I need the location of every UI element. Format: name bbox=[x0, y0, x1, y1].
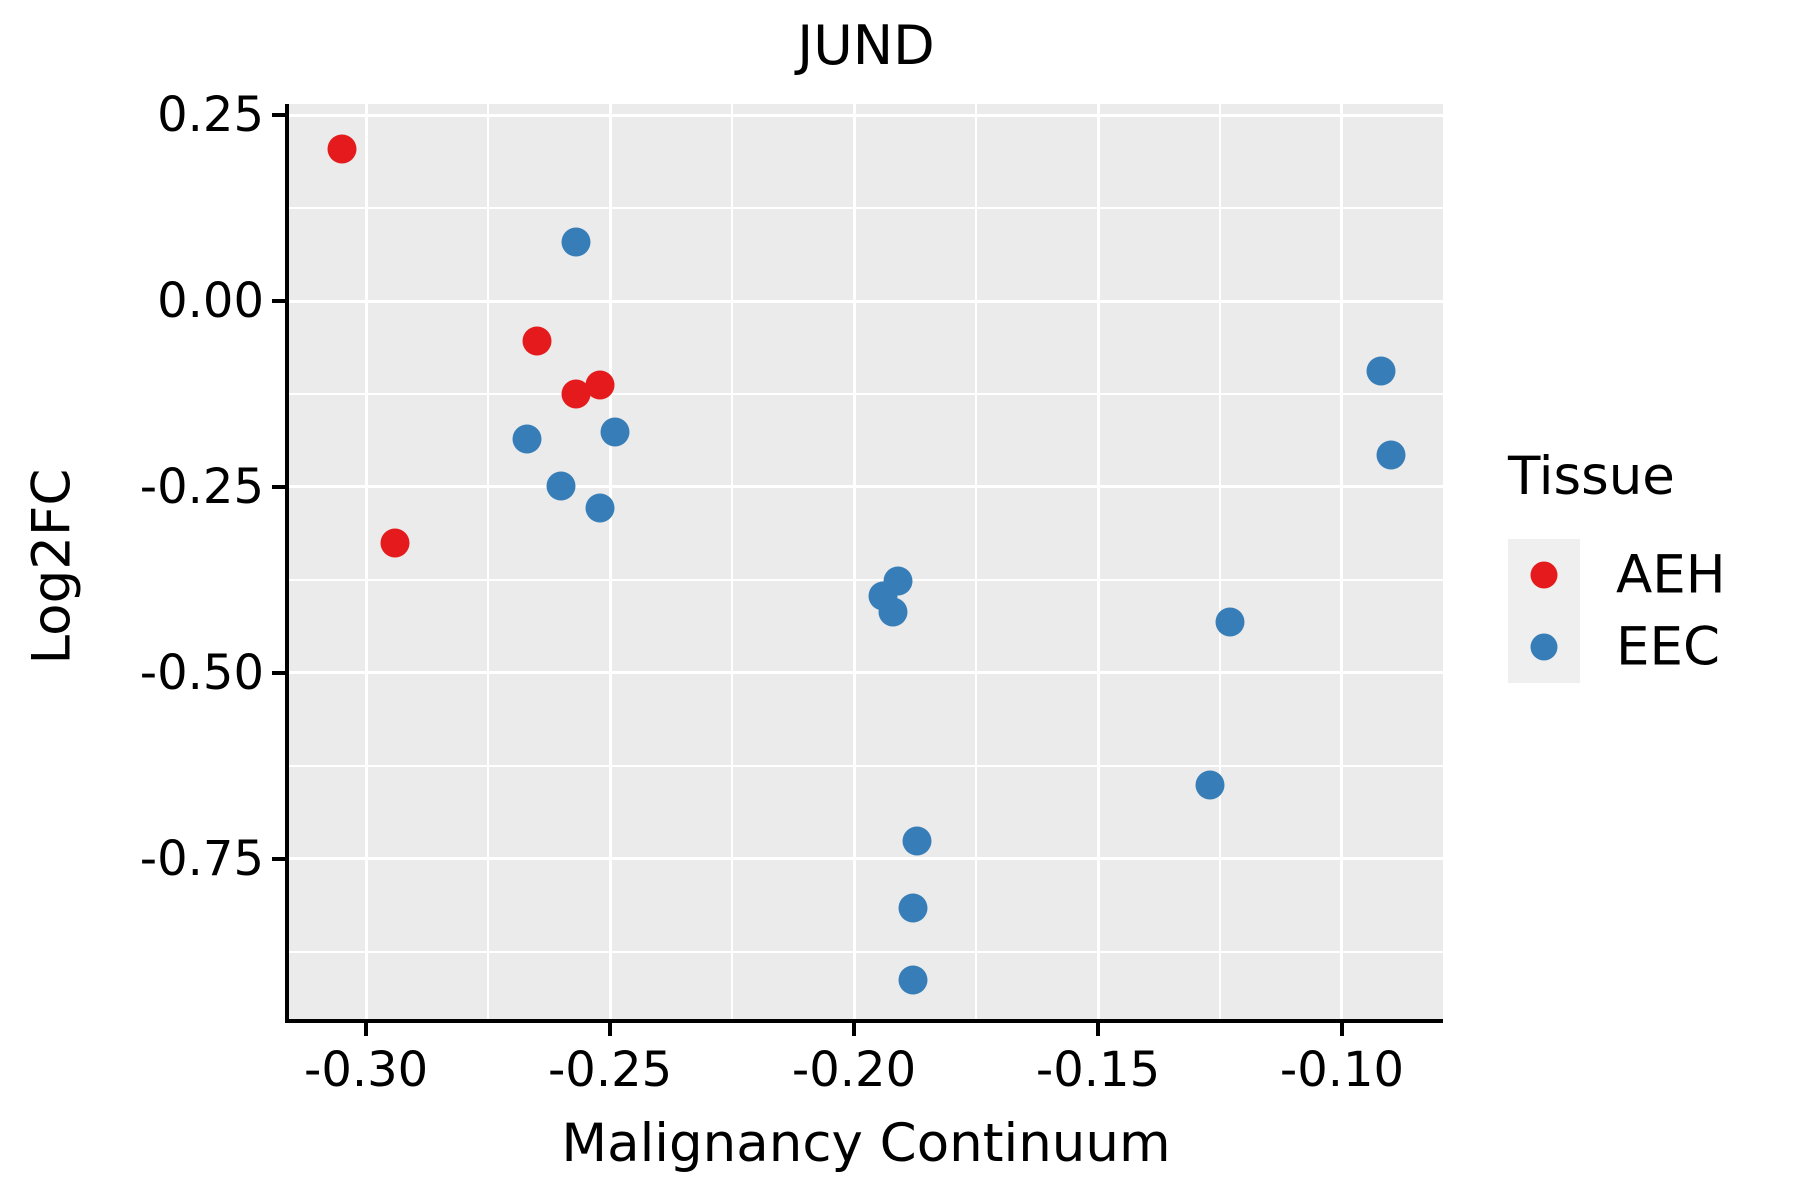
data-point-AEH bbox=[585, 370, 615, 400]
data-point-EEC bbox=[512, 424, 542, 454]
minor-gridline-y bbox=[289, 207, 1443, 209]
minor-gridline-y bbox=[289, 578, 1443, 581]
y-tick-mark bbox=[272, 484, 285, 489]
data-point-EEC bbox=[585, 493, 615, 523]
minor-gridline-y bbox=[289, 950, 1443, 953]
data-point-EEC bbox=[600, 417, 630, 447]
x-tick-mark bbox=[852, 1023, 857, 1036]
x-tick-label: -0.30 bbox=[303, 1042, 429, 1098]
minor-gridline-x bbox=[731, 104, 734, 1019]
major-gridline-x bbox=[364, 104, 368, 1019]
minor-gridline-x bbox=[1219, 104, 1221, 1019]
data-point-EEC bbox=[1195, 770, 1225, 800]
legend-title: Tissue bbox=[1508, 446, 1675, 507]
data-point-AEH bbox=[561, 379, 591, 409]
y-tick-label: -0.25 bbox=[139, 458, 264, 515]
data-point-EEC bbox=[1215, 607, 1245, 637]
legend-item-AEH: AEH bbox=[1508, 539, 1726, 611]
x-tick-label: -0.20 bbox=[791, 1042, 917, 1098]
legend-label-AEH: AEH bbox=[1616, 544, 1726, 606]
legend: Tissue AEH EEC bbox=[1508, 446, 1726, 683]
y-tick-label: 0.25 bbox=[157, 87, 264, 143]
y-tick-mark bbox=[272, 856, 285, 861]
y-tick-mark bbox=[272, 299, 285, 303]
major-gridline-x bbox=[1096, 104, 1100, 1019]
x-tick-label: -0.25 bbox=[547, 1042, 673, 1098]
x-tick-label: -0.15 bbox=[1035, 1042, 1161, 1098]
y-axis-label: Log2FC bbox=[21, 468, 83, 665]
major-gridline-y bbox=[289, 113, 1443, 117]
y-tick-label: -0.50 bbox=[139, 644, 264, 701]
x-tick-mark bbox=[364, 1023, 369, 1036]
major-gridline-y bbox=[289, 671, 1443, 675]
plot-panel bbox=[289, 104, 1443, 1019]
y-tick-mark bbox=[272, 113, 285, 117]
major-gridline-x bbox=[852, 104, 856, 1019]
x-tick-mark bbox=[608, 1023, 613, 1036]
major-gridline-y bbox=[289, 485, 1443, 489]
legend-swatch-AEH bbox=[1530, 561, 1558, 589]
data-point-EEC bbox=[898, 965, 928, 995]
y-tick-mark bbox=[272, 670, 285, 675]
data-point-AEH bbox=[327, 134, 357, 164]
data-point-EEC bbox=[561, 227, 591, 257]
plot-title: JUND bbox=[797, 14, 935, 77]
x-axis-label: Malignancy Continuum bbox=[561, 1113, 1171, 1174]
data-point-EEC bbox=[546, 471, 576, 501]
data-point-EEC bbox=[878, 597, 908, 627]
x-axis-line bbox=[285, 1019, 1443, 1023]
minor-gridline-y bbox=[289, 392, 1443, 395]
y-tick-label: -0.75 bbox=[139, 830, 264, 887]
minor-gridline-x bbox=[487, 104, 490, 1019]
y-tick-label: 0.00 bbox=[157, 273, 264, 329]
x-tick-mark bbox=[1339, 1023, 1344, 1036]
y-axis-line bbox=[285, 104, 289, 1023]
data-point-EEC bbox=[1376, 440, 1406, 470]
minor-gridline-y bbox=[289, 764, 1443, 767]
data-point-EEC bbox=[1366, 356, 1396, 386]
legend-items: AEH EEC bbox=[1508, 539, 1726, 683]
legend-label-EEC: EEC bbox=[1616, 616, 1720, 678]
x-tick-label: -0.10 bbox=[1279, 1042, 1405, 1098]
legend-swatch-EEC bbox=[1530, 633, 1558, 661]
major-gridline-x bbox=[1340, 104, 1344, 1019]
major-gridline-x bbox=[608, 104, 612, 1019]
major-gridline-y bbox=[289, 299, 1443, 303]
legend-item-EEC: EEC bbox=[1508, 611, 1720, 683]
data-point-EEC bbox=[898, 893, 928, 923]
data-point-AEH bbox=[380, 528, 410, 558]
minor-gridline-x bbox=[975, 104, 978, 1019]
data-point-AEH bbox=[522, 326, 552, 356]
major-gridline-y bbox=[289, 857, 1443, 861]
data-point-EEC bbox=[902, 826, 932, 856]
x-tick-mark bbox=[1096, 1023, 1101, 1036]
